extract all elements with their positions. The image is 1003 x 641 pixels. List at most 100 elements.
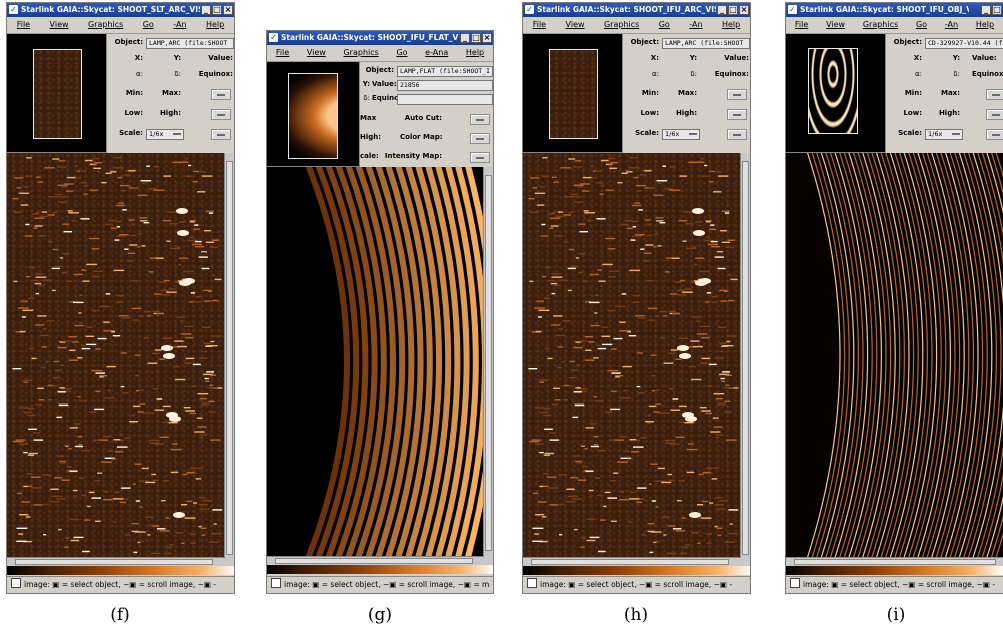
panner-view-frame[interactable] [33, 49, 82, 139]
close-icon[interactable]: × [739, 5, 749, 15]
object-field[interactable]: LAMP,FLAT (file:SHOOT_I [397, 66, 493, 77]
window-menu-icon[interactable]: ✓ [269, 33, 278, 42]
maximize-icon[interactable]: □ [471, 33, 481, 43]
menu-view[interactable]: View [49, 20, 69, 29]
title-bar[interactable]: ✓ Starlink GAIA::Skycat: SHOOT_IFU_OBJ_V… [786, 3, 1003, 17]
menu-file[interactable]: File [794, 20, 809, 29]
minimize-icon[interactable]: _ [981, 5, 991, 15]
menu-analysis[interactable]: -An [944, 20, 959, 29]
panner-view-frame[interactable] [808, 48, 858, 134]
min-max-button[interactable] [986, 89, 1003, 100]
emission-line [590, 445, 599, 448]
vertical-scrollbar[interactable] [483, 167, 493, 565]
cut-levels-button[interactable] [211, 109, 231, 120]
menu-graphics[interactable]: Graphics [862, 20, 899, 29]
menu-analysis[interactable]: -An [689, 20, 703, 29]
close-icon[interactable]: × [482, 33, 492, 43]
image-canvas[interactable] [786, 153, 1003, 557]
emission-line [651, 375, 655, 377]
emission-line [88, 491, 95, 494]
zoom-button[interactable] [211, 129, 231, 140]
panner-preview[interactable] [786, 34, 886, 153]
image-canvas[interactable] [523, 153, 741, 557]
menu-help[interactable]: Help [205, 20, 225, 29]
horizontal-scroll-thumb[interactable] [531, 559, 729, 565]
menu-analysis[interactable]: e-Ana [425, 48, 449, 57]
min-max-button[interactable] [727, 89, 747, 100]
panner-view-frame[interactable] [549, 49, 598, 139]
cut-levels-button[interactable] [986, 109, 1003, 120]
menu-analysis[interactable]: -An [173, 20, 187, 29]
emission-line [679, 289, 683, 291]
minimize-icon[interactable]: _ [201, 5, 211, 15]
minimize-icon[interactable]: _ [460, 33, 470, 43]
panner-view-frame[interactable] [288, 73, 338, 159]
menu-graphics[interactable]: Graphics [603, 20, 640, 29]
image-canvas[interactable] [7, 153, 225, 557]
menu-go[interactable]: Go [142, 20, 154, 29]
spectral-trace [972, 153, 1003, 557]
scale-select[interactable]: 1/6x [662, 129, 700, 140]
maximize-icon[interactable]: □ [728, 5, 738, 15]
title-bar[interactable]: ✓ Starlink GAIA::Skycat: SHOOT_SLT_ARC_V… [7, 3, 234, 17]
spectral-trace [963, 153, 997, 557]
horizontal-scroll-thumb[interactable] [275, 558, 473, 564]
panner-preview[interactable] [7, 34, 107, 153]
auto-cut-button[interactable] [470, 114, 490, 125]
window-menu-icon[interactable]: ✓ [9, 5, 18, 14]
maximize-icon[interactable]: □ [212, 5, 222, 15]
zoom-button[interactable] [986, 129, 1003, 140]
horizontal-scroll-thumb[interactable] [794, 559, 996, 565]
menu-view[interactable]: View [826, 20, 846, 29]
horizontal-scrollbar[interactable] [7, 557, 225, 566]
vertical-scroll-thumb[interactable] [485, 175, 492, 551]
menu-graphics[interactable]: Graphics [343, 48, 379, 57]
menu-view[interactable]: View [306, 48, 326, 57]
horizontal-scrollbar[interactable] [267, 556, 484, 565]
object-field[interactable]: LAMP,ARC (file:SHOOT [146, 38, 234, 49]
image-canvas[interactable] [267, 167, 484, 556]
scale-select[interactable]: 1/6x [925, 129, 963, 140]
menu-file[interactable]: File [275, 48, 290, 57]
horizontal-scrollbar[interactable] [786, 557, 1003, 566]
close-icon[interactable]: × [223, 5, 233, 15]
title-bar[interactable]: ✓ Starlink GAIA::Skycat: SHOOT_IFU_ARC_V… [523, 3, 750, 17]
menu-help[interactable]: Help [721, 20, 741, 29]
panner-preview[interactable] [267, 62, 360, 167]
vertical-scrollbar[interactable] [740, 153, 750, 566]
menu-view[interactable]: View [565, 20, 585, 29]
window-menu-icon[interactable]: ✓ [525, 5, 534, 14]
menu-go[interactable]: Go [396, 48, 408, 57]
minimize-icon[interactable]: _ [717, 5, 727, 15]
window-menu-icon[interactable]: ✓ [788, 5, 797, 14]
maximize-icon[interactable]: □ [992, 5, 1002, 15]
intensity-map-button[interactable] [470, 152, 490, 163]
menu-go[interactable]: Go [915, 20, 928, 29]
object-field[interactable]: LAMP,ARC (file:SHOOT [662, 38, 750, 49]
vertical-scrollbar[interactable] [224, 153, 234, 566]
min-max-button[interactable] [211, 89, 231, 100]
emission-line [189, 412, 197, 415]
vertical-scroll-thumb[interactable] [226, 161, 233, 555]
color-map-button[interactable] [470, 133, 490, 144]
horizontal-scrollbar[interactable] [523, 557, 741, 566]
zoom-button[interactable] [727, 129, 747, 140]
emission-line [211, 533, 222, 535]
alpha-label: α: [136, 70, 143, 78]
emission-line [149, 524, 153, 526]
scale-select[interactable]: 1/6x [146, 129, 184, 140]
menu-file[interactable]: File [532, 20, 547, 29]
horizontal-scroll-thumb[interactable] [15, 559, 213, 565]
spectral-trace [958, 153, 993, 557]
menu-graphics[interactable]: Graphics [87, 20, 124, 29]
emission-line [637, 392, 645, 394]
vertical-scroll-thumb[interactable] [742, 161, 749, 555]
menu-help[interactable]: Help [975, 20, 995, 29]
title-bar[interactable]: ✓ Starlink GAIA::Skycat: SHOOT_IFU_FLAT_… [267, 31, 493, 45]
menu-file[interactable]: File [16, 20, 31, 29]
menu-help[interactable]: Help [465, 48, 485, 57]
object-field[interactable]: CD-329927-V10.44 (fi [925, 38, 1003, 49]
panner-preview[interactable] [523, 34, 623, 153]
cut-levels-button[interactable] [727, 109, 747, 120]
menu-go[interactable]: Go [658, 20, 670, 29]
